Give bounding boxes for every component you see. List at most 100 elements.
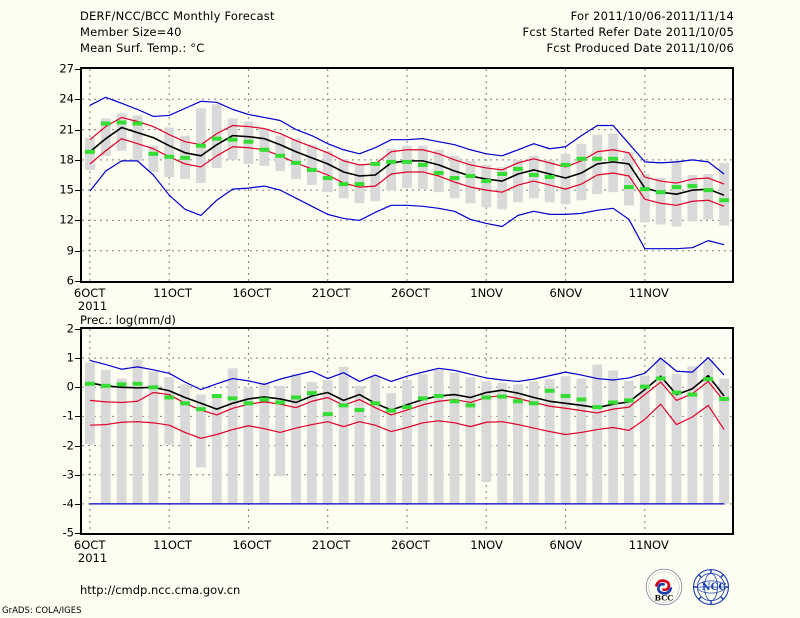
- ensemble-spread-bar: [322, 380, 333, 504]
- observed-dash: [85, 149, 95, 154]
- observed-dash: [259, 147, 270, 152]
- logo-group: BCC NCC: [645, 568, 745, 606]
- ensemble-spread-bar: [275, 385, 286, 477]
- observed-dash: [513, 399, 523, 404]
- observed-dash: [449, 399, 460, 404]
- y-axis-tick-mark: [75, 416, 80, 418]
- ensemble-spread-bar: [116, 113, 127, 151]
- x-axis-tick-label: 21OCT: [311, 538, 351, 552]
- ensemble-spread-bar: [164, 377, 175, 445]
- observed-dash: [513, 166, 523, 171]
- observed-dash-group: [85, 120, 729, 203]
- ensemble-spread-bar: [608, 133, 619, 193]
- svg-text:NCC: NCC: [702, 582, 727, 593]
- ensemble-spread-bar: [449, 372, 460, 504]
- observed-dash: [655, 376, 666, 381]
- bcc-logo-icon: BCC: [645, 568, 683, 606]
- observed-dash: [243, 401, 254, 406]
- y-axis-tick-mark: [75, 281, 80, 282]
- ensemble-spread-bar: [417, 145, 428, 190]
- ensemble-spread-bar: [85, 137, 95, 170]
- ensemble-spread-bar: [687, 175, 698, 222]
- y-axis-tick-label: 27: [59, 61, 74, 76]
- x-axis-year-label: 2011: [77, 551, 108, 565]
- observed-dash: [449, 176, 460, 181]
- observed-dash: [386, 408, 397, 413]
- y-axis-tick-mark: [75, 190, 80, 192]
- observed-dash: [433, 170, 444, 175]
- ensemble-spread-bar: [100, 118, 111, 156]
- ensemble-spread-bars: [85, 359, 729, 504]
- ensemble-spread-bar: [338, 366, 349, 504]
- x-axis-tick-label: 6NOV: [549, 538, 583, 552]
- ensemble-spread-bar: [719, 162, 729, 226]
- series-line-minimum: [89, 160, 725, 250]
- series-line-maximum: [89, 356, 725, 391]
- observed-dash: [639, 187, 650, 192]
- y-axis-tick-mark: [75, 474, 80, 476]
- series-line-mean: [89, 374, 725, 411]
- x-axis-tick-label: 21OCT: [311, 286, 351, 300]
- observed-dash: [211, 136, 222, 141]
- observed-dash: [180, 401, 190, 406]
- observed-dash: [417, 162, 428, 167]
- observed-dash: [85, 381, 95, 386]
- temperature-unit-label: Mean Surf. Temp.: °C: [80, 41, 205, 55]
- ensemble-spread-bar: [417, 374, 428, 504]
- ensemble-spread-bar: [560, 376, 571, 504]
- ensemble-spread-bar: [338, 158, 349, 199]
- ensemble-spread-bar: [703, 359, 714, 504]
- website-url[interactable]: http://cmdp.ncc.cma.gov.cn: [80, 583, 241, 597]
- observed-dash: [132, 381, 143, 386]
- observed-dash: [639, 384, 650, 389]
- ensemble-spread-bar: [148, 145, 159, 172]
- y-axis-tick-label: 6: [66, 273, 74, 288]
- ensemble-spread-bar: [132, 359, 143, 504]
- observed-dash: [576, 156, 587, 161]
- x-axis-tick-label: 6OCT: [73, 286, 106, 300]
- series-line-upper_quartile: [89, 380, 725, 416]
- observed-dash: [687, 392, 698, 397]
- ensemble-spread-bar: [259, 382, 270, 504]
- observed-dash: [592, 405, 603, 410]
- x-axis-tick-label: 11OCT: [153, 286, 192, 300]
- y-axis-tick-label: 12: [59, 212, 74, 227]
- x-axis-tick-label: 11OCT: [153, 538, 192, 552]
- ensemble-spread-bar: [243, 387, 254, 504]
- ensemble-spread-bar: [703, 173, 714, 220]
- ensemble-spread-bar: [497, 166, 508, 210]
- y-axis-tick-mark: [75, 159, 80, 161]
- ensemble-spread-bar: [608, 370, 619, 504]
- ensemble-spread-bar: [576, 378, 587, 504]
- ensemble-spread-bar: [211, 397, 222, 504]
- ensemble-spread-bar: [386, 148, 397, 191]
- ensemble-spread-bar: [528, 155, 539, 199]
- observed-dash: [259, 397, 270, 402]
- ensemble-spread-bar: [354, 385, 365, 504]
- ensemble-spread-bar: [211, 104, 222, 168]
- observed-dash: [544, 175, 555, 180]
- ensemble-spread-bar: [306, 382, 317, 504]
- observed-dash: [354, 408, 365, 413]
- ensemble-spread-bar: [180, 384, 190, 504]
- grads-credit: GrADS: COLA/IGES: [2, 606, 82, 616]
- observed-dash: [322, 176, 333, 181]
- y-axis-tick-label: -1: [62, 408, 74, 423]
- ensemble-spread-bar: [148, 371, 159, 504]
- x-axis-tick-label: 11NOV: [628, 286, 669, 300]
- observed-dash: [576, 397, 587, 402]
- ensemble-spread-bar: [291, 138, 301, 180]
- y-axis-tick-mark: [75, 533, 80, 534]
- ensemble-spread-bar: [655, 359, 666, 504]
- ensemble-spread-bar: [100, 369, 111, 504]
- observed-dash: [211, 394, 222, 399]
- observed-dash: [433, 394, 444, 399]
- x-axis-tick-label: 16OCT: [232, 538, 272, 552]
- ensemble-spread-bar: [386, 393, 397, 504]
- forecast-period: For 2011/10/06-2011/11/14: [570, 9, 734, 23]
- y-axis-tick-label: 9: [66, 242, 74, 257]
- observed-dash: [164, 154, 175, 159]
- observed-dash: [624, 185, 634, 190]
- ensemble-spread-bar: [576, 143, 587, 201]
